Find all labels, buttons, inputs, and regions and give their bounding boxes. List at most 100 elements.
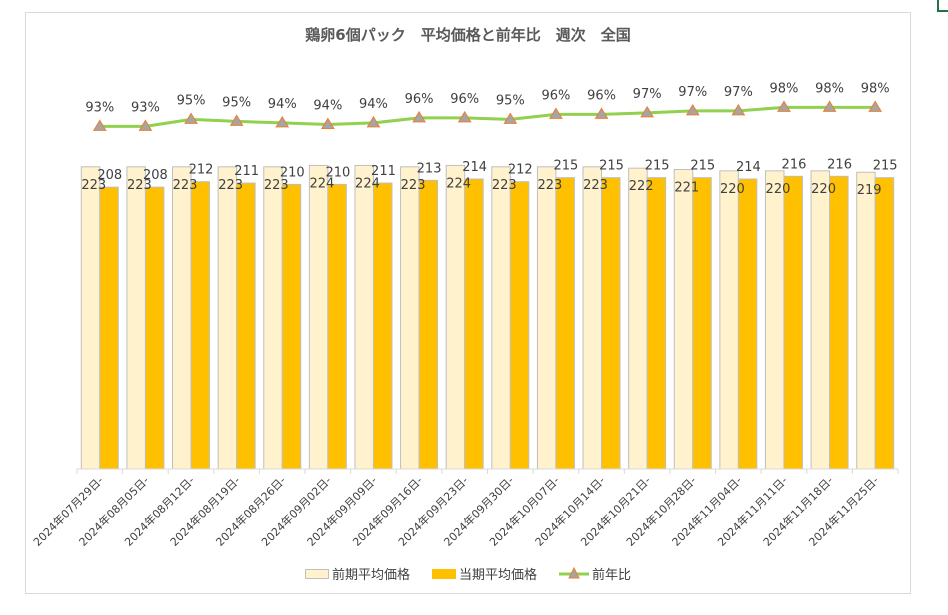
data-label-current-price: 216 (827, 157, 852, 172)
data-label-prior-price: 223 (264, 178, 289, 193)
x-axis: 2024年07月29日-2024年08月05日-2024年08月12日-2024… (30, 468, 899, 549)
data-labels-layer: 2232082232082232122232112232102242102242… (81, 81, 897, 198)
data-label-yoy-ratio: 98% (815, 81, 844, 96)
ratio-line (99, 105, 876, 128)
data-label-prior-price: 223 (173, 178, 198, 193)
data-label-yoy-ratio: 96% (405, 92, 434, 107)
chart-title: 鶏卵6個パック 平均価格と前年比 週次 全国 (305, 26, 631, 44)
data-label-yoy-ratio: 97% (633, 87, 662, 102)
ratio-marker-triangle[interactable] (549, 107, 563, 119)
bar-current-price[interactable] (874, 177, 895, 470)
bar-current-price[interactable] (327, 183, 347, 470)
bar-prior-price[interactable] (217, 166, 238, 470)
bar-prior-price[interactable] (810, 170, 831, 470)
bar-current-price[interactable] (190, 181, 211, 470)
legend-label-prior-price: 前期平均価格 (331, 568, 410, 583)
data-label-current-price: 210 (280, 165, 305, 180)
bar-prior-price[interactable] (764, 170, 785, 470)
ratio-marker-triangle[interactable] (320, 117, 335, 129)
bar-prior-price[interactable] (628, 167, 648, 470)
data-label-current-price: 214 (462, 160, 487, 175)
legend-line-triangle-icon (559, 566, 589, 578)
data-label-current-price: 208 (143, 168, 168, 183)
ratio-marker-triangle[interactable] (92, 119, 107, 131)
ratio-marker-triangle[interactable] (366, 115, 381, 128)
bar-current-price[interactable] (692, 177, 712, 470)
ratio-marker-triangle[interactable] (412, 110, 426, 123)
bar-prior-price[interactable] (354, 164, 374, 470)
data-label-current-price: 214 (736, 160, 761, 175)
data-label-yoy-ratio: 96% (587, 88, 616, 103)
data-label-prior-price: 219 (857, 183, 882, 198)
data-label-current-price: 212 (508, 163, 533, 178)
bar-current-price[interactable] (144, 186, 165, 470)
bar-prior-price[interactable] (673, 169, 694, 470)
bar-prior-price[interactable] (80, 166, 101, 470)
legend-item-current-price[interactable]: 当期平均価格 (431, 564, 537, 583)
data-label-current-price: 215 (690, 159, 715, 174)
ratio-marker-triangle[interactable] (275, 115, 290, 128)
data-label-prior-price: 223 (401, 178, 426, 193)
bar-current-price[interactable] (99, 186, 119, 470)
bar-current-price[interactable] (464, 178, 484, 470)
bar-prior-price[interactable] (400, 166, 420, 470)
bar-prior-price[interactable] (536, 166, 557, 470)
data-label-yoy-ratio: 98% (770, 81, 799, 96)
data-label-prior-price: 220 (766, 182, 791, 197)
bar-current-price[interactable] (555, 177, 575, 470)
ratio-marker-triangle[interactable] (731, 103, 746, 116)
data-label-current-price: 211 (371, 164, 396, 179)
data-label-current-price: 215 (873, 159, 898, 174)
data-label-prior-price: 223 (538, 178, 563, 193)
legend-item-yoy-ratio[interactable]: 前年比 (559, 564, 631, 583)
bar-prior-price[interactable] (445, 164, 466, 470)
data-label-prior-price: 223 (127, 178, 152, 193)
data-label-current-price: 212 (189, 163, 214, 178)
bar-prior-price[interactable] (172, 166, 192, 470)
ratio-marker-triangle[interactable] (868, 100, 883, 112)
data-label-prior-price: 224 (355, 176, 380, 191)
data-label-prior-price: 221 (674, 181, 699, 196)
bar-current-price[interactable] (372, 182, 393, 470)
data-label-yoy-ratio: 97% (724, 85, 753, 100)
bar-current-price[interactable] (783, 175, 803, 470)
bar-current-price[interactable] (509, 181, 530, 470)
legend-item-prior-price[interactable]: 前期平均価格 (304, 564, 410, 583)
data-label-yoy-ratio: 95% (222, 95, 251, 110)
ratio-marker-triangle[interactable] (503, 112, 518, 124)
ratio-marker-triangle[interactable] (685, 103, 700, 116)
bars-layer (80, 164, 895, 470)
bar-current-price[interactable] (281, 183, 302, 470)
bar-current-price[interactable] (601, 177, 621, 470)
data-label-yoy-ratio: 94% (359, 97, 388, 112)
bar-prior-price[interactable] (126, 166, 146, 470)
data-label-current-price: 216 (782, 157, 807, 172)
ratio-marker-triangle[interactable] (457, 110, 472, 123)
ratio-marker-triangle[interactable] (229, 114, 244, 126)
legend[interactable]: 前期平均価格 当期平均価格 前年比 (25, 564, 911, 583)
bar-current-price[interactable] (418, 179, 439, 470)
data-label-current-price: 215 (599, 159, 624, 174)
bar-prior-price[interactable] (308, 164, 329, 470)
bar-prior-price[interactable] (582, 166, 603, 470)
ratio-marker-triangle[interactable] (594, 107, 609, 119)
bar-prior-price[interactable] (719, 170, 739, 470)
bar-prior-price[interactable] (491, 166, 511, 470)
bar-current-price[interactable] (829, 175, 849, 470)
bar-prior-price[interactable] (856, 171, 876, 470)
bar-current-price[interactable] (236, 182, 256, 470)
ratio-marker-triangle[interactable] (184, 112, 198, 124)
data-label-prior-price: 224 (446, 176, 471, 191)
ratio-marker-triangle[interactable] (640, 105, 655, 118)
bar-prior-price[interactable] (263, 166, 283, 470)
bar-current-price[interactable] (737, 178, 758, 470)
legend-label-yoy-ratio: 前年比 (592, 568, 632, 583)
ratio-line-layer (92, 100, 883, 131)
cell-selection-corner (937, 0, 948, 12)
bar-current-price[interactable] (646, 177, 667, 470)
ratio-marker-triangle[interactable] (138, 119, 153, 131)
ratio-marker-triangle[interactable] (777, 100, 791, 112)
ratio-marker-triangle[interactable] (822, 100, 837, 112)
data-label-yoy-ratio: 93% (131, 100, 160, 115)
